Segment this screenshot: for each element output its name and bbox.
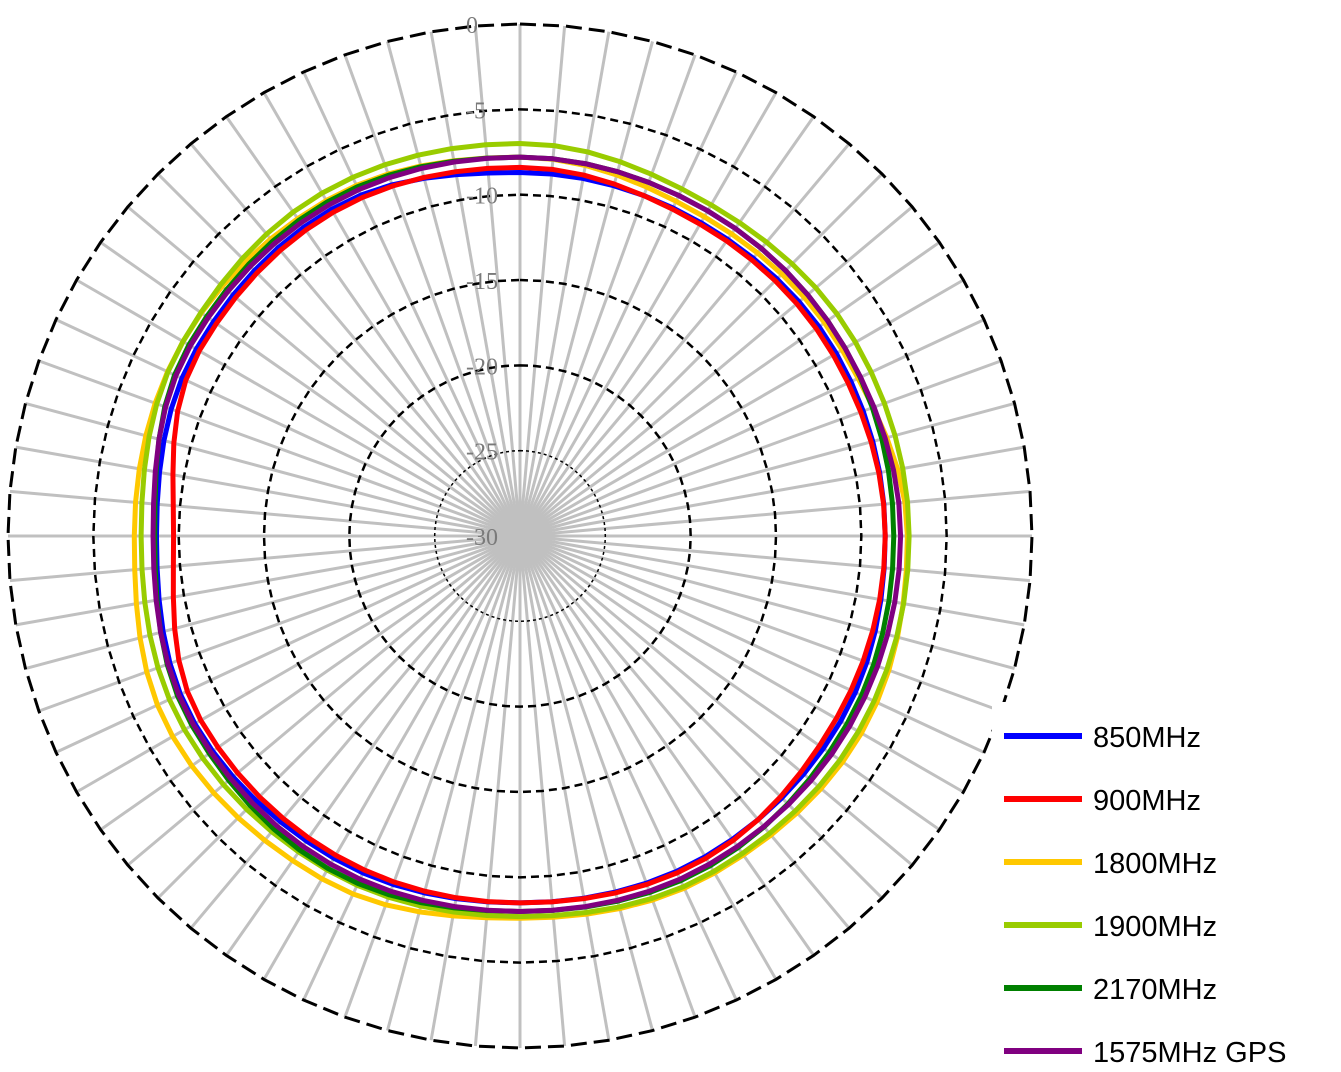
legend-label: 900MHz	[1093, 785, 1201, 817]
legend-label: 850MHz	[1093, 722, 1201, 754]
series-line-3	[138, 140, 912, 920]
spoke-line	[25, 402, 521, 538]
grid-ring	[92, 108, 948, 964]
grid-ring	[262, 278, 778, 794]
spoke-line	[519, 402, 1015, 538]
data-series	[131, 140, 912, 921]
radial-spokes	[8, 24, 1032, 1048]
radial-tick-label: -10	[466, 184, 498, 210]
legend-label: 1575MHz GPS	[1093, 1037, 1286, 1069]
grid-ring	[348, 364, 692, 708]
legend-label: 1800MHz	[1093, 848, 1217, 880]
spoke-line	[518, 535, 697, 1018]
grid-ring	[433, 449, 607, 623]
spoke-line	[518, 142, 851, 537]
radial-tick-label: -20	[466, 354, 498, 380]
radial-tick-label: -25	[466, 440, 498, 466]
spoke-line	[99, 241, 521, 538]
legend-background	[992, 702, 1341, 1072]
series-line-1	[170, 164, 888, 906]
radial-tick-label: 0	[466, 13, 478, 39]
spoke-line	[518, 535, 654, 1031]
radial-tick-labels: 0 -5 -10 -15 -20 -25 -30	[466, 13, 498, 551]
legend-label: 2170MHz	[1093, 974, 1217, 1006]
series-line-5	[150, 154, 904, 914]
grid-ring	[6, 22, 1034, 1050]
legend: 850MHz 900MHz 1800MHz 1900MHz 2170MHz 1575MHz…	[992, 702, 1341, 1072]
radial-tick-label: -5	[466, 98, 486, 124]
radial-tick-label: -30	[466, 525, 498, 551]
radial-rings	[6, 22, 1034, 1050]
grid-ring	[177, 193, 863, 879]
legend-label: 1900MHz	[1093, 911, 1217, 943]
radial-tick-label: -15	[466, 269, 498, 295]
